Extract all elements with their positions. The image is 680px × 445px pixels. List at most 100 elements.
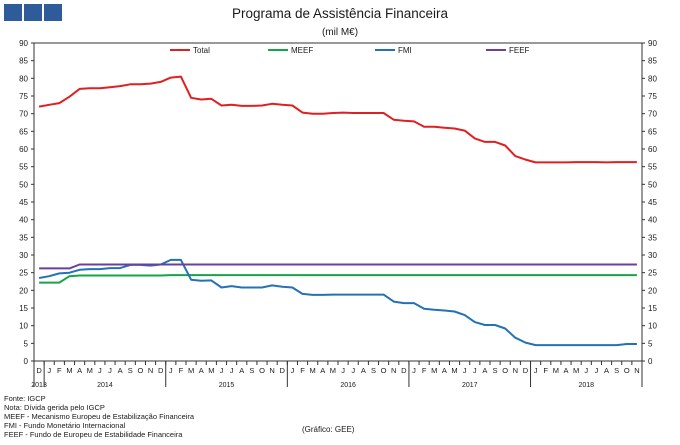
y-tick-label-right: 90 <box>648 39 657 48</box>
note-line: MEEF - Mecanismo Europeu de Estabilizaçã… <box>4 412 195 421</box>
x-month-label: S <box>371 366 376 375</box>
x-month-label: N <box>148 366 153 375</box>
y-tick-label-left: 85 <box>19 57 28 66</box>
x-month-label: A <box>604 366 609 375</box>
y-tick-label-right: 40 <box>648 216 657 225</box>
x-month-label: N <box>634 366 639 375</box>
x-month-label: A <box>199 366 204 375</box>
y-tick-label-left: 80 <box>19 74 28 83</box>
x-month-label: J <box>473 366 477 375</box>
chart-credit: (Gráfico: GEE) <box>302 425 355 434</box>
note-line: Nota: Dívida gerida pelo IGCP <box>4 403 105 412</box>
y-tick-label-left: 40 <box>19 216 28 225</box>
x-month-label: N <box>513 366 518 375</box>
legend-label-meef: MEEF <box>291 46 313 55</box>
x-month-label: J <box>534 366 538 375</box>
y-tick-label-left: 20 <box>19 286 28 295</box>
x-month-label: J <box>351 366 355 375</box>
y-tick-label-right: 60 <box>648 145 657 154</box>
x-year-label: 2016 <box>340 382 356 389</box>
series-line-total <box>38 75 637 164</box>
x-month-label: J <box>463 366 467 375</box>
x-month-label: J <box>230 366 234 375</box>
x-month-label: F <box>300 366 305 375</box>
logo-square-2 <box>24 4 42 21</box>
x-month-label: M <box>310 366 316 375</box>
publisher-logo <box>4 4 62 21</box>
y-tick-label-right: 20 <box>648 286 657 295</box>
legend-label-total: Total <box>193 46 210 55</box>
x-month-label: F <box>179 366 184 375</box>
chart-subtitle: (mil M€) <box>321 27 359 38</box>
logo-square-1 <box>4 4 22 21</box>
x-month-label: J <box>169 366 173 375</box>
x-month-label: M <box>66 366 72 375</box>
x-month-label: D <box>523 366 529 375</box>
y-tick-label-left: 55 <box>19 163 28 172</box>
x-month-label: A <box>563 366 568 375</box>
x-month-label: M <box>188 366 194 375</box>
x-month-label: F <box>543 366 548 375</box>
x-month-label: J <box>220 366 224 375</box>
x-month-label: F <box>422 366 427 375</box>
y-tick-label-right: 45 <box>648 198 657 207</box>
x-month-label: A <box>118 366 123 375</box>
x-month-label: M <box>553 366 559 375</box>
x-month-label: A <box>361 366 366 375</box>
x-month-label: M <box>573 366 579 375</box>
y-tick-label-right: 5 <box>648 339 653 348</box>
y-tick-label-right: 50 <box>648 180 657 189</box>
legend-label-feef: FEEF <box>509 46 530 55</box>
x-year-label: 2018 <box>578 382 594 389</box>
x-month-label: J <box>108 366 112 375</box>
x-month-label: F <box>57 366 62 375</box>
y-tick-label-right: 30 <box>648 251 657 260</box>
x-month-label: M <box>431 366 437 375</box>
x-month-label: D <box>158 366 164 375</box>
x-month-label: A <box>239 366 244 375</box>
series-line-meef <box>39 274 637 284</box>
x-month-label: O <box>381 366 387 375</box>
x-year-label: 2017 <box>462 382 478 389</box>
y-tick-label-left: 10 <box>19 322 28 331</box>
x-month-label: O <box>259 366 265 375</box>
y-tick-label-right: 80 <box>648 74 657 83</box>
x-month-label: J <box>291 366 295 375</box>
y-tick-label-left: 75 <box>19 92 28 101</box>
x-month-label: S <box>249 366 254 375</box>
y-tick-label-left: 60 <box>19 145 28 154</box>
x-month-label: J <box>47 366 51 375</box>
y-tick-label-right: 10 <box>648 322 657 331</box>
x-month-label: J <box>341 366 345 375</box>
note-line: FEEF - Fundo de Europeu de Estabilidade … <box>4 430 183 439</box>
chart-title: Programa de Assistência Financeira <box>231 6 449 21</box>
logo-square-3 <box>44 4 62 21</box>
x-month-label: N <box>269 366 274 375</box>
y-tick-label-left: 65 <box>19 127 28 136</box>
x-year-label: 2015 <box>219 382 235 389</box>
series-line-fmi <box>38 258 637 347</box>
x-month-label: S <box>614 366 619 375</box>
y-tick-label-left: 30 <box>19 251 28 260</box>
x-month-label: O <box>502 366 508 375</box>
y-tick-label-right: 85 <box>648 57 657 66</box>
y-tick-label-right: 35 <box>648 233 657 242</box>
plot-area-frame <box>33 42 643 362</box>
x-month-label: D <box>401 366 407 375</box>
y-tick-label-right: 75 <box>648 92 657 101</box>
y-tick-label-left: 0 <box>24 357 29 366</box>
y-tick-label-left: 25 <box>19 269 28 278</box>
x-month-label: S <box>128 366 133 375</box>
x-month-label: M <box>87 366 93 375</box>
y-tick-label-left: 70 <box>19 110 28 119</box>
x-month-label: N <box>391 366 396 375</box>
note-line: FMI - Fundo Monetário Internacional <box>4 421 126 430</box>
y-tick-label-left: 50 <box>19 180 28 189</box>
x-month-label: J <box>584 366 588 375</box>
x-year-label: 2013 <box>31 382 47 389</box>
x-month-label: O <box>137 366 143 375</box>
x-month-label: A <box>77 366 82 375</box>
legend-label-fmi: FMI <box>398 46 412 55</box>
y-tick-label-right: 0 <box>648 357 653 366</box>
y-tick-label-right: 25 <box>648 269 657 278</box>
